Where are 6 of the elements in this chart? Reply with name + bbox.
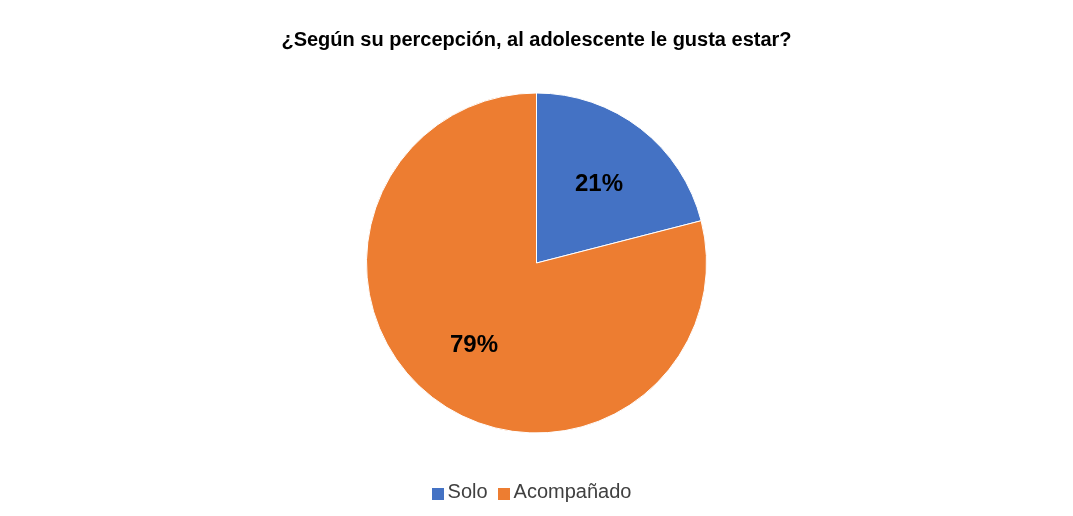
chart-title: ¿Según su percepción, al adolescente le gusta estar? — [280, 27, 793, 52]
legend-label: Solo — [447, 480, 488, 502]
data-label: 21% — [574, 168, 624, 196]
legend-label: Acompañado — [513, 480, 632, 502]
pie-slice — [366, 92, 707, 434]
data-label: 79% — [449, 330, 499, 358]
